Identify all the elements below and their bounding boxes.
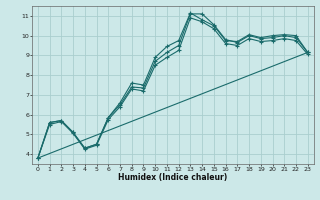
X-axis label: Humidex (Indice chaleur): Humidex (Indice chaleur) (118, 173, 228, 182)
